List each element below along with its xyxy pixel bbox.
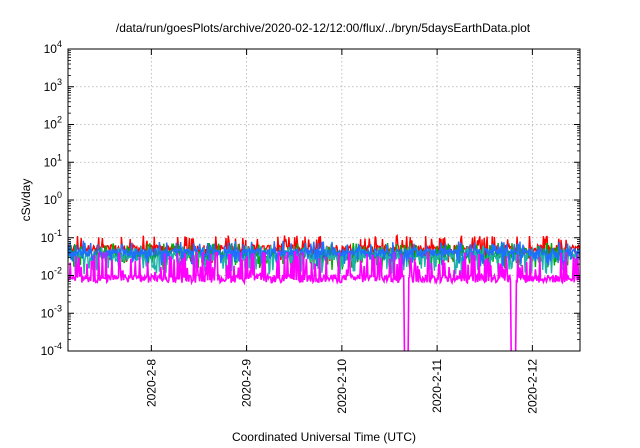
x-tick-label: 2020-2-11	[430, 359, 444, 413]
grid	[68, 49, 580, 351]
y-tick-label: 10-1	[41, 228, 62, 245]
y-axis: 10-4 10-3 10-2 10-1 100 101 102 103 104	[41, 39, 580, 358]
y-tick-label: 103	[44, 77, 62, 94]
y-tick-label: 102	[44, 115, 62, 132]
x-axis: 2020-2-8 2020-2-9 2020-2-10 2020-2-11 2020-2…	[144, 49, 539, 414]
series-line	[68, 250, 580, 351]
y-tick-label: 10-3	[41, 303, 62, 320]
x-tick-label: 2020-2-10	[335, 359, 349, 414]
x-tick-label: 2020-2-12	[525, 359, 539, 414]
x-tick-label: 2020-2-9	[240, 359, 254, 407]
series-line	[68, 244, 580, 275]
y-tick-label: 104	[44, 39, 62, 56]
chart-title: /data/run/goesPlots/archive/2020-02-12/1…	[116, 21, 531, 35]
series-line	[68, 240, 580, 268]
y-tick-label: 10-2	[41, 266, 62, 283]
y-tick-label: 100	[44, 190, 62, 207]
plot-area	[68, 233, 580, 351]
y-tick-label: 10-4	[41, 341, 62, 358]
y-tick-label: 101	[44, 152, 62, 169]
x-tick-label: 2020-2-8	[144, 359, 158, 407]
y-axis-label: cSv/day	[19, 179, 33, 222]
x-axis-label: Coordinated Universal Time (UTC)	[232, 430, 416, 444]
